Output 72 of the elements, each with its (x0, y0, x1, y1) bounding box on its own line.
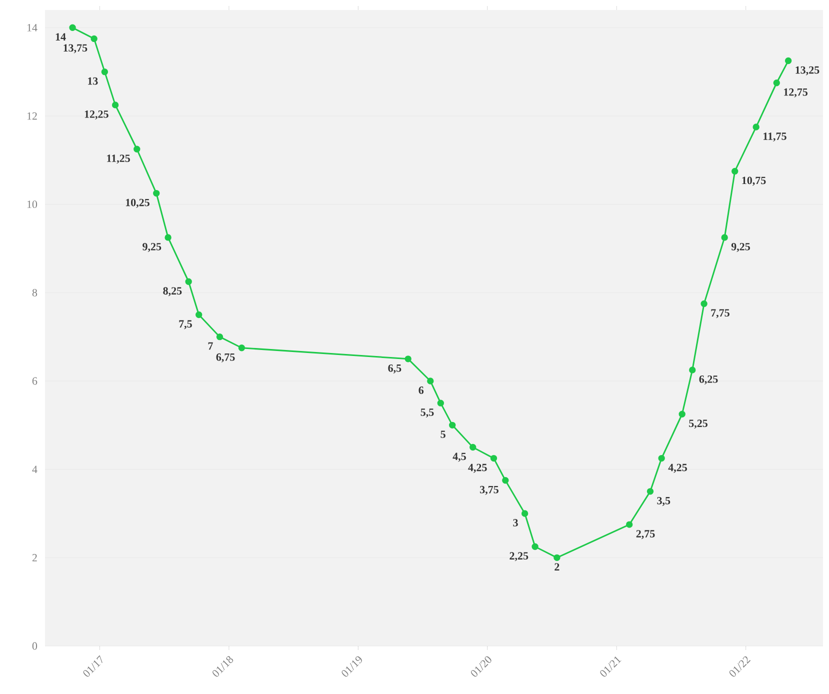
point (69, 24, 76, 32)
y-tick-label: 2 (32, 554, 37, 562)
data-label: 2 (554, 563, 560, 570)
data-label: 7,75 (711, 309, 730, 318)
point (448, 422, 456, 429)
data-label: 6,25 (699, 375, 718, 384)
data-label: 6 (418, 386, 424, 394)
point (521, 510, 528, 517)
point (185, 278, 192, 285)
point (502, 477, 509, 484)
data-label: 10,25 (126, 198, 150, 208)
point (721, 234, 728, 241)
data-label: 5 (440, 430, 446, 438)
point (112, 102, 119, 108)
data-label: 4,25 (668, 464, 687, 473)
data-label: 2,75 (636, 530, 655, 540)
data-label: 7,5 (179, 320, 192, 330)
data-label: 12,25 (84, 110, 108, 120)
point (784, 57, 792, 64)
data-label: 5,5 (420, 408, 434, 418)
point (90, 35, 98, 42)
data-label: 6,75 (216, 353, 235, 362)
y-tick-label: 14 (27, 24, 38, 32)
data-label: 12,75 (784, 88, 808, 98)
data-label: 7 (208, 342, 213, 350)
data-label: 9,25 (142, 242, 162, 252)
point (773, 80, 780, 86)
data-label: 3,5 (657, 496, 670, 506)
data-label: 13 (88, 77, 98, 85)
point (164, 234, 172, 241)
data-label: 9,25 (731, 242, 750, 252)
data-label: 3 (513, 519, 518, 526)
point (678, 410, 686, 418)
y-tick-label: 6 (32, 377, 38, 385)
point (216, 333, 224, 340)
data-label: 14 (56, 33, 66, 40)
point (196, 311, 202, 318)
point (238, 344, 246, 352)
y-tick-label: 4 (32, 466, 38, 473)
point (490, 454, 498, 462)
point (470, 444, 476, 451)
data-label: 8,25 (163, 287, 182, 296)
point (752, 124, 760, 130)
data-label: 4,5 (452, 452, 466, 462)
point (101, 68, 108, 76)
data-label: 11,75 (764, 132, 786, 142)
point (700, 300, 708, 308)
point (658, 454, 665, 462)
point (153, 190, 160, 197)
data-label: 3,75 (480, 486, 498, 495)
point (427, 378, 434, 384)
y-tick-label: 10 (27, 200, 38, 208)
data-label: 10,75 (742, 176, 766, 186)
point (134, 146, 140, 152)
point (532, 543, 538, 550)
point (646, 488, 654, 495)
y-tick-label: 0 (32, 642, 38, 650)
point (554, 554, 560, 562)
data-label: 6,5 (388, 364, 402, 374)
data-label: 11,25 (107, 154, 130, 164)
point (626, 521, 633, 528)
data-label: 13,75 (64, 44, 88, 54)
point (437, 400, 444, 406)
y-tick-label: 12 (27, 112, 37, 120)
point (404, 356, 412, 362)
point (689, 366, 696, 374)
data-label: 13,25 (796, 66, 820, 76)
point (732, 168, 738, 175)
data-label: 2,25 (510, 552, 528, 562)
y-tick-label: 8 (32, 288, 38, 296)
data-label: 5,25 (689, 420, 708, 429)
data-label: 4,25 (468, 464, 487, 473)
